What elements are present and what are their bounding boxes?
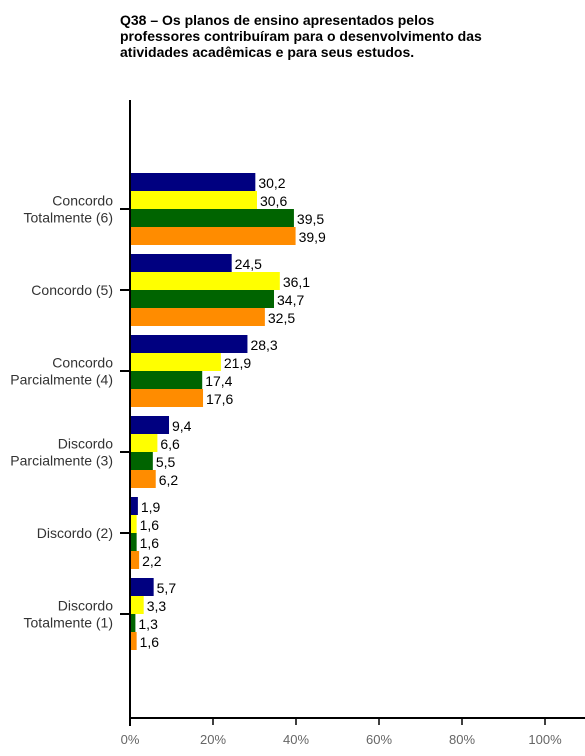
bar-s4-c1 — [130, 227, 296, 245]
bar-s3-c2 — [130, 290, 275, 308]
bar-label-s3-c1: 39,5 — [297, 211, 324, 227]
bar-label-s4-c2: 32,5 — [268, 310, 295, 326]
bar-s3-c1 — [130, 209, 294, 227]
bar-s4-c2 — [130, 308, 265, 326]
bar-s1-c6 — [130, 578, 154, 596]
bar-label-s2-c6: 3,3 — [147, 598, 167, 614]
bar-label-s1-c6: 5,7 — [157, 580, 177, 596]
bar-label-s1-c3: 28,3 — [250, 337, 277, 353]
bar-s4-c4 — [130, 470, 156, 488]
bar-label-s2-c1: 30,6 — [260, 193, 287, 209]
bar-label-s3-c2: 34,7 — [277, 292, 304, 308]
bar-s2-c1 — [130, 191, 257, 209]
bar-label-s4-c3: 17,6 — [206, 391, 233, 407]
bar-s3-c4 — [130, 452, 153, 470]
bar-label-s1-c4: 9,4 — [172, 418, 192, 434]
bar-s1-c2 — [130, 254, 232, 272]
category-label-6: Discordo Totalmente (1) — [24, 598, 114, 631]
bar-s2-c4 — [130, 434, 158, 452]
bar-s3-c6 — [130, 614, 136, 632]
category-label-2: Concordo (5) — [31, 282, 113, 298]
bar-label-s1-c1: 30,2 — [258, 175, 285, 191]
bar-s1-c5 — [130, 497, 138, 515]
bar-label-s4-c4: 6,2 — [159, 472, 179, 488]
bar-s3-c3 — [130, 371, 203, 389]
bar-s2-c3 — [130, 353, 221, 371]
x-tick-label-4: 60% — [366, 732, 392, 747]
bar-label-s3-c5: 1,6 — [140, 535, 160, 551]
chart-title: Q38 – Os planos de ensino apresentados p… — [120, 12, 482, 60]
bar-label-s2-c4: 6,6 — [160, 436, 180, 452]
bar-s4-c6 — [130, 632, 137, 650]
bar-s2-c5 — [130, 515, 137, 533]
bar-label-s3-c4: 5,5 — [156, 454, 176, 470]
x-tick-label-2: 20% — [200, 732, 226, 747]
bar-s1-c1 — [130, 173, 256, 191]
category-label-1: Concordo Totalmente (6) — [24, 193, 114, 226]
bar-s1-c3 — [130, 335, 248, 353]
category-label-4: Discordo Parcialmente (3) — [10, 436, 113, 469]
bar-label-s4-c6: 1,6 — [140, 634, 160, 650]
bar-label-s3-c3: 17,4 — [205, 373, 232, 389]
bar-label-s1-c2: 24,5 — [235, 256, 262, 272]
bar-label-s4-c1: 39,9 — [299, 229, 326, 245]
category-label-3: Concordo Parcialmente (4) — [10, 355, 113, 388]
x-tick-label-6: 100% — [528, 732, 562, 747]
bar-label-s2-c3: 21,9 — [224, 355, 251, 371]
bar-label-s3-c6: 1,3 — [138, 616, 158, 632]
bar-s1-c4 — [130, 416, 170, 434]
bar-s3-c5 — [130, 533, 137, 551]
bar-label-s4-c5: 2,2 — [142, 553, 162, 569]
bar-s2-c6 — [130, 596, 144, 614]
x-tick-label-3: 40% — [283, 732, 309, 747]
x-tick-label-5: 80% — [449, 732, 475, 747]
x-tick-label-1: 0% — [121, 732, 140, 747]
category-label-5: Discordo (2) — [37, 525, 113, 541]
bar-label-s2-c2: 36,1 — [283, 274, 310, 290]
bar-s4-c5 — [130, 551, 140, 569]
bar-label-s2-c5: 1,6 — [140, 517, 160, 533]
bar-s2-c2 — [130, 272, 280, 290]
bar-label-s1-c5: 1,9 — [141, 499, 161, 515]
bar-s4-c3 — [130, 389, 204, 407]
